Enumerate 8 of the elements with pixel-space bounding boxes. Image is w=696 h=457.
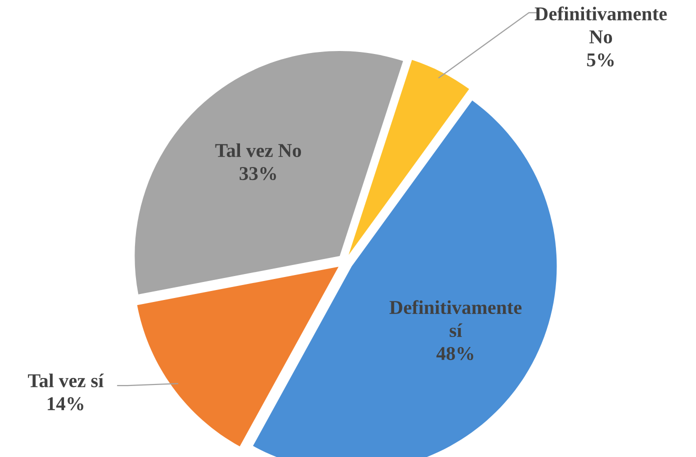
slice-label: Tal vez No [215, 143, 302, 158]
data-label: 14% [48, 397, 84, 410]
data-label: 5% [587, 53, 614, 67]
data-label: 48% [436, 346, 474, 360]
slice-label: Tal vez sí [28, 374, 104, 388]
slice-label: Definitivamente No [534, 6, 667, 44]
slice-label: Definitivamente sí [390, 300, 522, 338]
data-label: 33% [240, 166, 276, 180]
